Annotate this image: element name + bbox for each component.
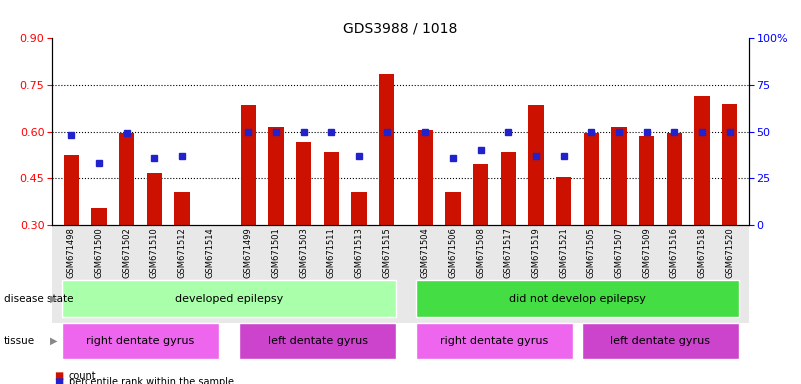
Text: ▶: ▶ [50, 293, 57, 304]
Text: left dentate gyrus: left dentate gyrus [610, 336, 710, 346]
Bar [694, 96, 710, 225]
Bar [352, 192, 367, 225]
Text: tissue: tissue [4, 336, 35, 346]
Text: disease state: disease state [4, 293, 74, 304]
Text: left dentate gyrus: left dentate gyrus [268, 336, 368, 346]
Bar [473, 164, 489, 225]
Bar [91, 208, 107, 225]
Bar [722, 104, 737, 225]
Bar [268, 127, 284, 225]
Bar [147, 174, 162, 225]
Text: percentile rank within the sample: percentile rank within the sample [69, 377, 234, 384]
Bar [175, 192, 190, 225]
Bar [529, 105, 544, 225]
Text: developed epilepsy: developed epilepsy [175, 293, 284, 304]
Bar [501, 152, 516, 225]
Text: ▶: ▶ [50, 336, 57, 346]
Bar [64, 155, 79, 225]
Bar [639, 136, 654, 225]
Text: right dentate gyrus: right dentate gyrus [87, 336, 195, 346]
Text: count: count [69, 371, 96, 381]
Title: GDS3988 / 1018: GDS3988 / 1018 [344, 22, 457, 36]
Text: ■: ■ [54, 371, 64, 381]
Text: did not develop epilepsy: did not develop epilepsy [509, 293, 646, 304]
Bar [584, 133, 599, 225]
Bar [324, 152, 339, 225]
Bar [418, 130, 433, 225]
Text: ■: ■ [54, 377, 64, 384]
Text: right dentate gyrus: right dentate gyrus [441, 336, 549, 346]
Bar [241, 105, 256, 225]
Bar [445, 192, 461, 225]
Bar [666, 133, 682, 225]
Bar [119, 133, 135, 225]
Bar [296, 142, 312, 225]
Bar [556, 177, 571, 225]
Bar [379, 74, 394, 225]
Bar [611, 127, 626, 225]
